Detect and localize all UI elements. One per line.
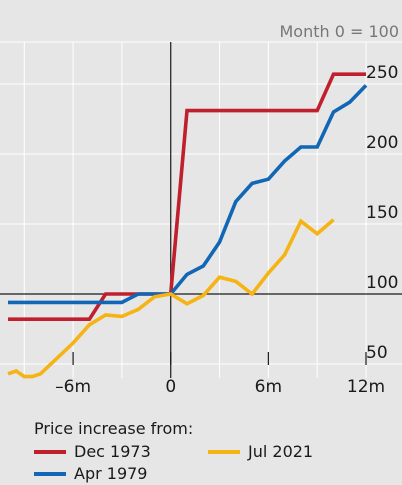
series-line-2 — [7, 218, 335, 379]
chart-svg: Month 0 = 100 50 100 150 200 250 –6m 0 6m 12m — [0, 22, 402, 397]
legend-item: Apr 1979 — [34, 463, 147, 484]
x-tick-label: –6m — [55, 377, 91, 397]
legend-label: Apr 1979 — [74, 464, 148, 483]
y-tick-label: 100 — [366, 273, 398, 293]
legend-title: Price increase from: — [34, 419, 194, 438]
x-tick-label: 0 — [165, 377, 176, 397]
legend: Price increase from: Dec 1973 Apr 1979 Jul… — [34, 418, 394, 485]
legend-label: Dec 1973 — [74, 442, 151, 461]
legend-item: Dec 1973 — [34, 441, 151, 462]
legend-items: Dec 1973 Apr 1979 Jul 2021 — [34, 441, 394, 485]
x-tick-label: 12m — [347, 377, 385, 397]
x-tick-label: 6m — [255, 377, 282, 397]
legend-swatch — [34, 471, 66, 476]
y-tick-label: 250 — [366, 63, 398, 83]
y-tick-label: 150 — [366, 203, 398, 223]
y-tick-label: 200 — [366, 133, 398, 153]
legend-item: Jul 2021 — [208, 441, 313, 462]
series-line-1 — [8, 84, 368, 305]
series-line-0 — [8, 72, 366, 321]
chart-note: Month 0 = 100 — [279, 22, 399, 41]
legend-swatch — [208, 449, 240, 454]
legend-swatch — [34, 449, 66, 454]
y-tick-label: 50 — [366, 343, 388, 363]
legend-label: Jul 2021 — [248, 442, 314, 461]
